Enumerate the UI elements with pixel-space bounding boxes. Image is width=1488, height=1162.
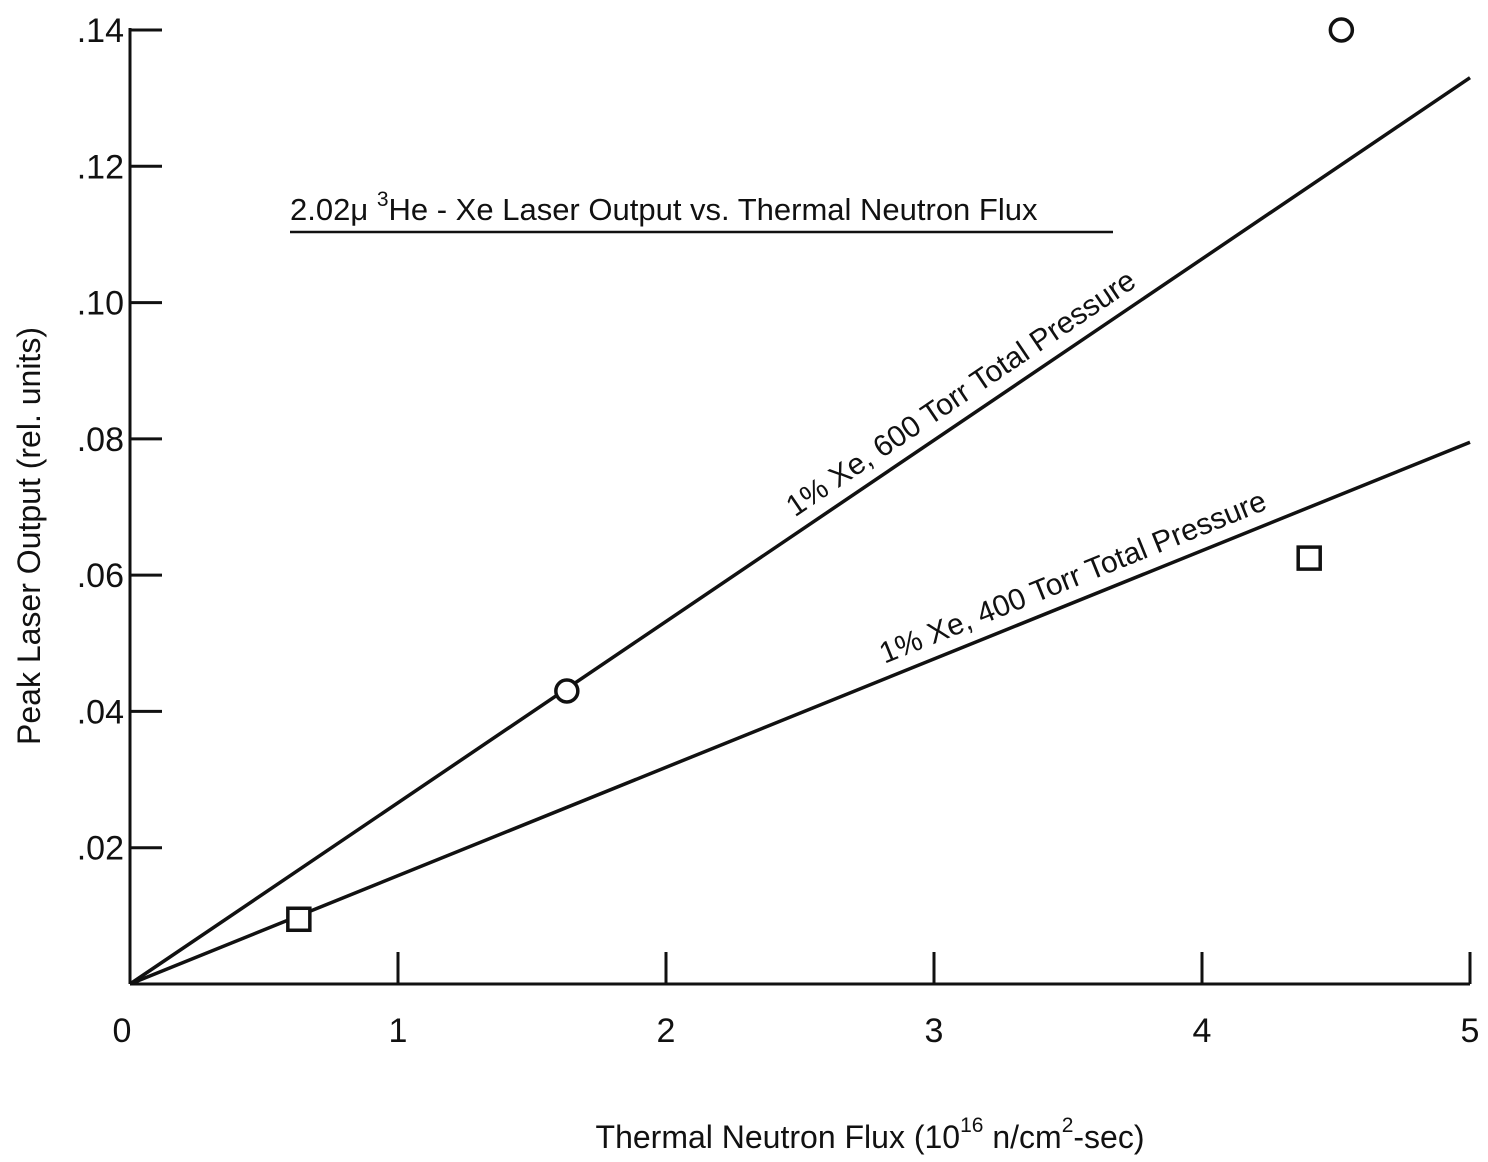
y-tick-label: .08 — [77, 421, 124, 459]
x-tick-label: 1 — [389, 1012, 408, 1050]
y-tick-label: .14 — [77, 12, 124, 50]
data-point-circle — [554, 678, 580, 704]
chart-title-superscript: 3 — [377, 188, 389, 211]
x-axis-label: Thermal Neutron Flux (1016 n/cm2-sec) — [596, 1114, 1145, 1155]
x-axis-label-sup2: 2 — [1062, 1114, 1074, 1137]
chart-title-rest: He - Xe Laser Output vs. Thermal Neutron… — [389, 192, 1038, 227]
x-tick-label: 3 — [925, 1012, 944, 1050]
x-tick-label: 2 — [657, 1012, 676, 1050]
y-tick-label: .02 — [77, 830, 124, 868]
series-lines — [129, 76, 1471, 986]
series-line — [129, 76, 1471, 986]
x-ticks: 0 1 2 3 4 5 — [113, 952, 1480, 1050]
y-tick-label: .12 — [77, 148, 124, 186]
x-axis-label-suffix: -sec) — [1073, 1119, 1144, 1155]
series-points — [286, 17, 1355, 933]
x-axis-label-sup1: 16 — [960, 1114, 983, 1137]
y-ticks: .02 .04 .06 .08 .10 .12 .14 — [77, 12, 162, 868]
y-tick-label: .06 — [77, 557, 124, 595]
data-point-square — [286, 906, 312, 933]
x-tick-label: 4 — [1193, 1012, 1212, 1050]
y-tick-label: .04 — [77, 693, 124, 731]
data-point-square — [1296, 545, 1322, 571]
y-tick-label: .10 — [77, 285, 124, 323]
chart-title: 2.02μ 3He - Xe Laser Output vs. Thermal … — [290, 188, 1113, 234]
chart-title-text: 2.02μ 3He - Xe Laser Output vs. Thermal … — [290, 188, 1038, 227]
data-point-circle — [1328, 17, 1355, 43]
series-line — [129, 440, 1471, 986]
chart-title-prefix: 2.02μ — [290, 192, 377, 227]
series-label: 1% Xe, 400 Torr Total Pressure — [875, 485, 1271, 671]
series-label: 1% Xe, 600 Torr Total Pressure — [780, 264, 1142, 523]
y-axis-label: Peak Laser Output (rel. units) — [11, 327, 47, 745]
x-axis-label-middle: n/cm — [983, 1119, 1061, 1155]
x-tick-label: 5 — [1461, 1012, 1480, 1050]
x-axis-label-prefix: Thermal Neutron Flux (10 — [596, 1119, 961, 1155]
x-tick-label: 0 — [113, 1012, 132, 1050]
